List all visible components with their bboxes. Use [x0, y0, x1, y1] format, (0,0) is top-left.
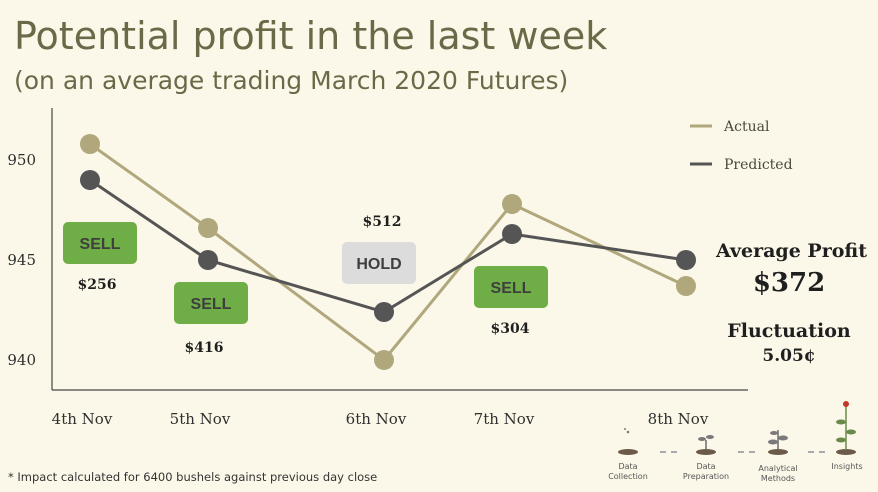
sapling-icon	[768, 430, 788, 455]
pipeline-graphic	[618, 401, 856, 455]
chart-title: Potential profit in the last week	[14, 14, 608, 58]
data-point-actual	[198, 218, 218, 238]
data-point-actual	[502, 194, 522, 214]
data-point-predicted	[198, 250, 218, 270]
y-tick-label: 945	[7, 251, 36, 269]
average-profit-label: Average Profit	[716, 240, 867, 262]
action-badge-label: SELL	[491, 280, 532, 297]
action-badge-label: SELL	[191, 296, 232, 313]
data-point-actual	[374, 350, 394, 370]
sprout-icon	[696, 435, 716, 455]
legend-label: Predicted	[724, 157, 793, 173]
x-tick-label: 5th Nov	[170, 410, 231, 428]
data-point-predicted	[374, 302, 394, 322]
data-point-actual	[676, 276, 696, 296]
data-point-actual	[80, 134, 100, 154]
pipeline-step: Data Preparation	[682, 462, 730, 481]
data-point-predicted	[80, 170, 100, 190]
action-badge-label: SELL	[80, 236, 121, 253]
pipeline-step: Data Collection	[608, 462, 648, 481]
x-tick-label: 7th Nov	[474, 410, 535, 428]
profit-label: $416	[185, 340, 224, 356]
y-tick-label: 940	[7, 351, 36, 369]
profit-label: $512	[363, 214, 402, 230]
profit-label: $304	[491, 321, 530, 337]
profit-label: $256	[78, 277, 117, 293]
average-profit-value: $372	[752, 268, 826, 298]
action-badge-label: HOLD	[356, 256, 401, 273]
pipeline-step: Insights	[831, 462, 863, 471]
x-tick-label: 8th Nov	[648, 410, 709, 428]
seed-icon	[618, 428, 638, 455]
flowering-plant-icon	[836, 401, 856, 455]
action-badge	[63, 222, 137, 264]
x-tick-label: 6th Nov	[346, 410, 407, 428]
chart-subtitle: (on an average trading March 2020 Future…	[14, 66, 569, 95]
data-point-predicted	[502, 224, 522, 244]
legend-label: Actual	[723, 119, 770, 135]
action-badge	[174, 282, 248, 324]
action-badge	[474, 266, 548, 308]
y-tick-label: 950	[7, 151, 36, 169]
fluctuation-value: 5.05¢	[762, 346, 816, 366]
pipeline-step: Analytical Methods	[758, 464, 798, 483]
data-point-predicted	[676, 250, 696, 270]
footnote: * Impact calculated for 6400 bushels aga…	[8, 470, 378, 484]
fluctuation-label: Fluctuation	[727, 320, 851, 342]
x-tick-label: 4th Nov	[52, 410, 113, 428]
action-badge	[342, 242, 416, 284]
